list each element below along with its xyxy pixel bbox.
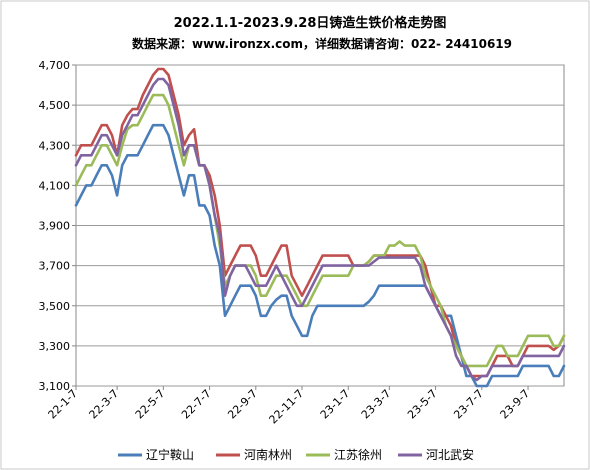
series-line	[74, 77, 566, 382]
y-tick-label: 4,700	[39, 59, 71, 72]
y-tick-label: 3,900	[39, 220, 71, 233]
series-line	[74, 123, 566, 388]
y-tick-label: 3,500	[39, 300, 71, 313]
y-axis-ticks: 3,100 3,300 3,500 3,700 3,900 4,100 4,300 4,500…	[39, 59, 76, 393]
y-tick-label: 4,100	[39, 179, 71, 192]
legend: 辽宁鞍山 河南林州 江苏徐州 河北武安	[118, 447, 474, 462]
series-line	[74, 93, 566, 368]
series-lines	[74, 67, 566, 388]
legend-label: 江苏徐州	[334, 447, 382, 462]
legend-label: 河北武安	[426, 447, 474, 462]
y-tick-label: 4,500	[39, 99, 71, 112]
y-tick-label: 4,300	[39, 139, 71, 152]
legend-label: 辽宁鞍山	[146, 447, 194, 462]
chart-subtitle: 数据来源：www.ironzx.com，详细数据请咨询：022- 2441061…	[132, 36, 512, 51]
legend-label: 河南林州	[244, 447, 292, 462]
chart-title: 2022.1.1-2023.9.28日铸造生铁价格走势图	[174, 15, 447, 31]
y-tick-label: 3,700	[39, 260, 71, 273]
y-tick-label: 3,100	[39, 380, 71, 393]
y-tick-label: 3,300	[39, 340, 71, 353]
